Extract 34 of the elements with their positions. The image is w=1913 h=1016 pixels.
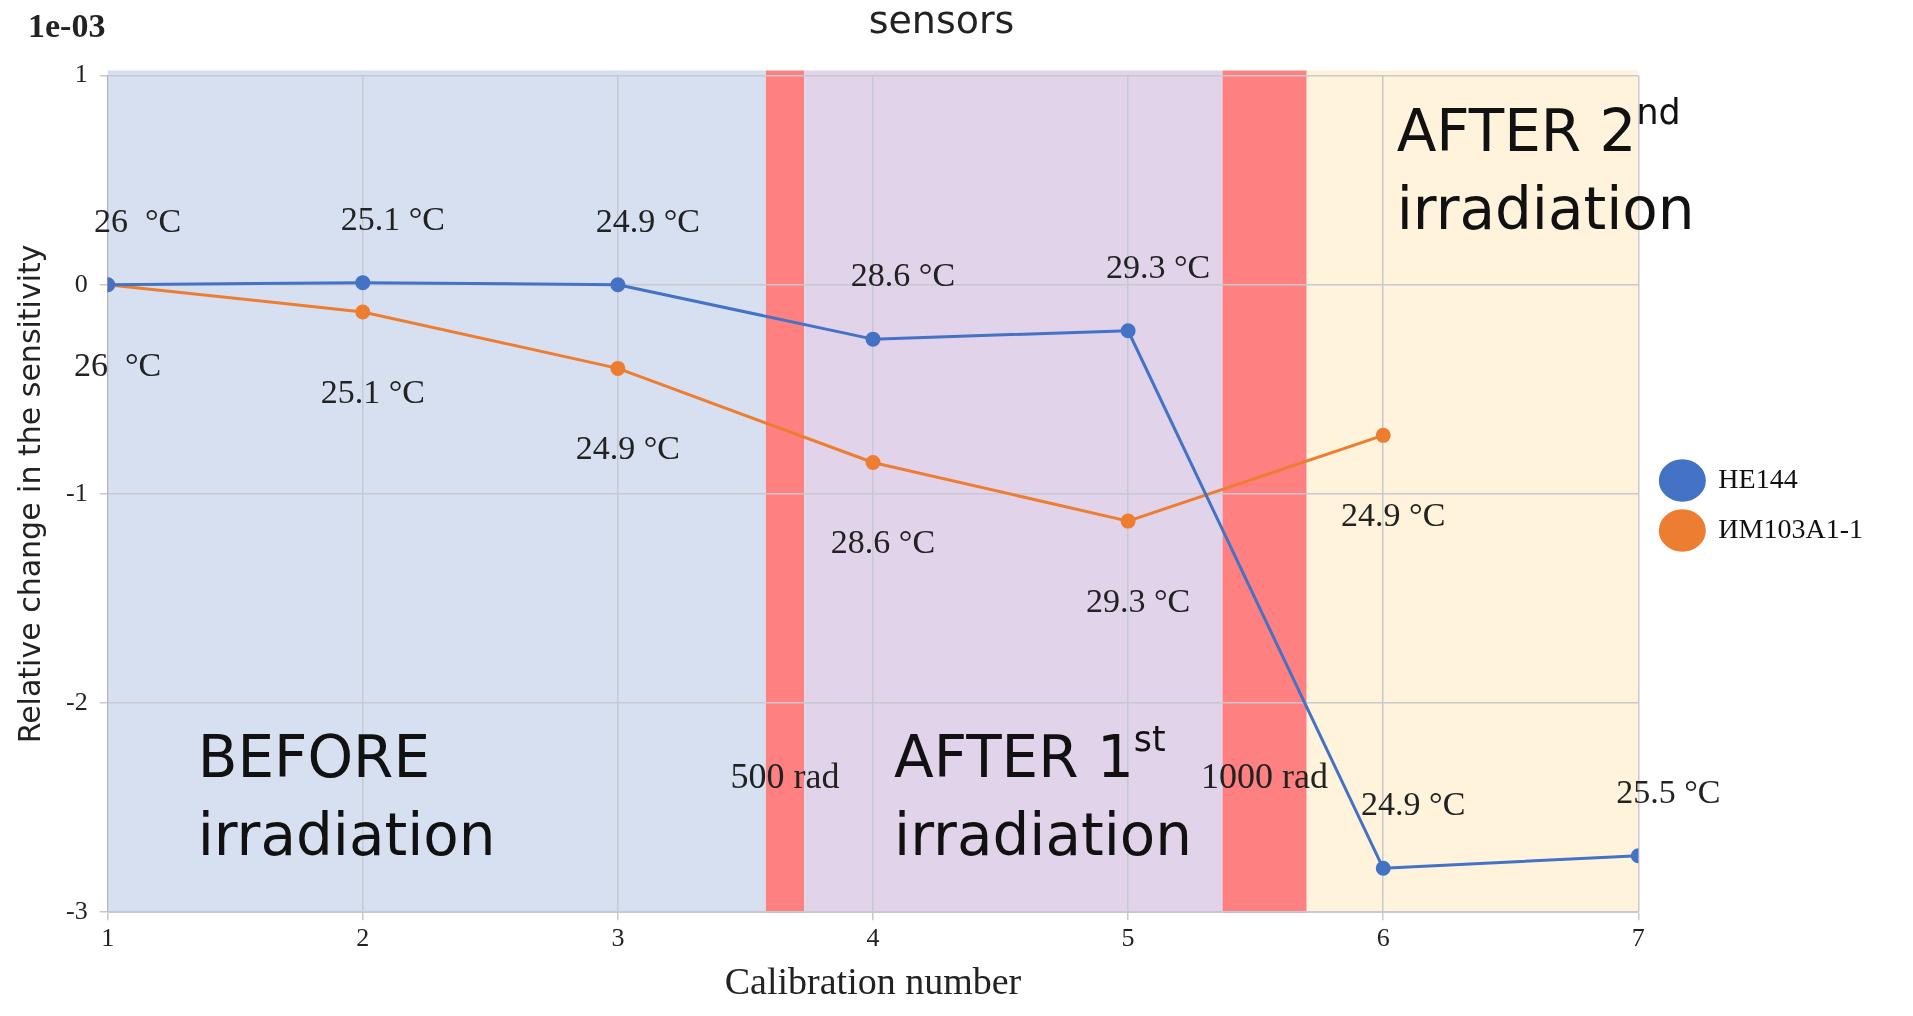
x-tick-label: 6 xyxy=(1376,922,1390,952)
annotation: 29.3 °C xyxy=(1105,247,1211,285)
y-tick-label: 1 xyxy=(74,59,88,89)
band-label: 500 rad xyxy=(730,755,840,796)
annotation: 25.1 °C xyxy=(340,199,445,237)
y-tick-label: 0 xyxy=(74,268,88,298)
legend-label: ИМ103А1-1 xyxy=(1718,512,1864,544)
y-tick-label: -3 xyxy=(65,896,88,926)
y-tick-label: -2 xyxy=(65,686,88,716)
x-tick-label: 5 xyxy=(1121,922,1135,952)
annotation: 25.5 °C xyxy=(1616,772,1721,810)
x-tick-label: 1 xyxy=(101,922,115,952)
x-axis-title: Calibration number xyxy=(724,960,1022,1003)
y-tick-label: -1 xyxy=(65,477,88,507)
annotation: 24.9 °C xyxy=(1341,496,1446,534)
annotation: 25.1 °C xyxy=(320,372,425,410)
annotation: 28.6 °C xyxy=(830,523,936,561)
band-label: 1000 rad xyxy=(1201,755,1329,796)
band-label: BEFORE irradiation xyxy=(197,723,496,870)
annotation: 29.3 °C xyxy=(1085,582,1191,620)
annotation: 24.9 °C xyxy=(1361,785,1466,823)
annotation: 24.9 °C xyxy=(595,201,701,239)
x-tick-label: 4 xyxy=(866,922,880,952)
x-tick-label: 3 xyxy=(611,922,625,952)
x-tick-label: 7 xyxy=(1631,922,1645,952)
annotation: 26 °C xyxy=(94,201,182,239)
annotation: 26 °C xyxy=(74,345,162,383)
chart-title: sensors xyxy=(868,0,1015,42)
annotation: 24.9 °C xyxy=(575,429,681,467)
annotation: 28.6 °C xyxy=(850,256,956,294)
x-tick-label: 2 xyxy=(356,922,370,952)
text: 1e-03 xyxy=(28,6,106,44)
legend-label: HE144 xyxy=(1718,462,1798,494)
y-axis-title: Relative change in the sensitivity xyxy=(11,244,47,744)
